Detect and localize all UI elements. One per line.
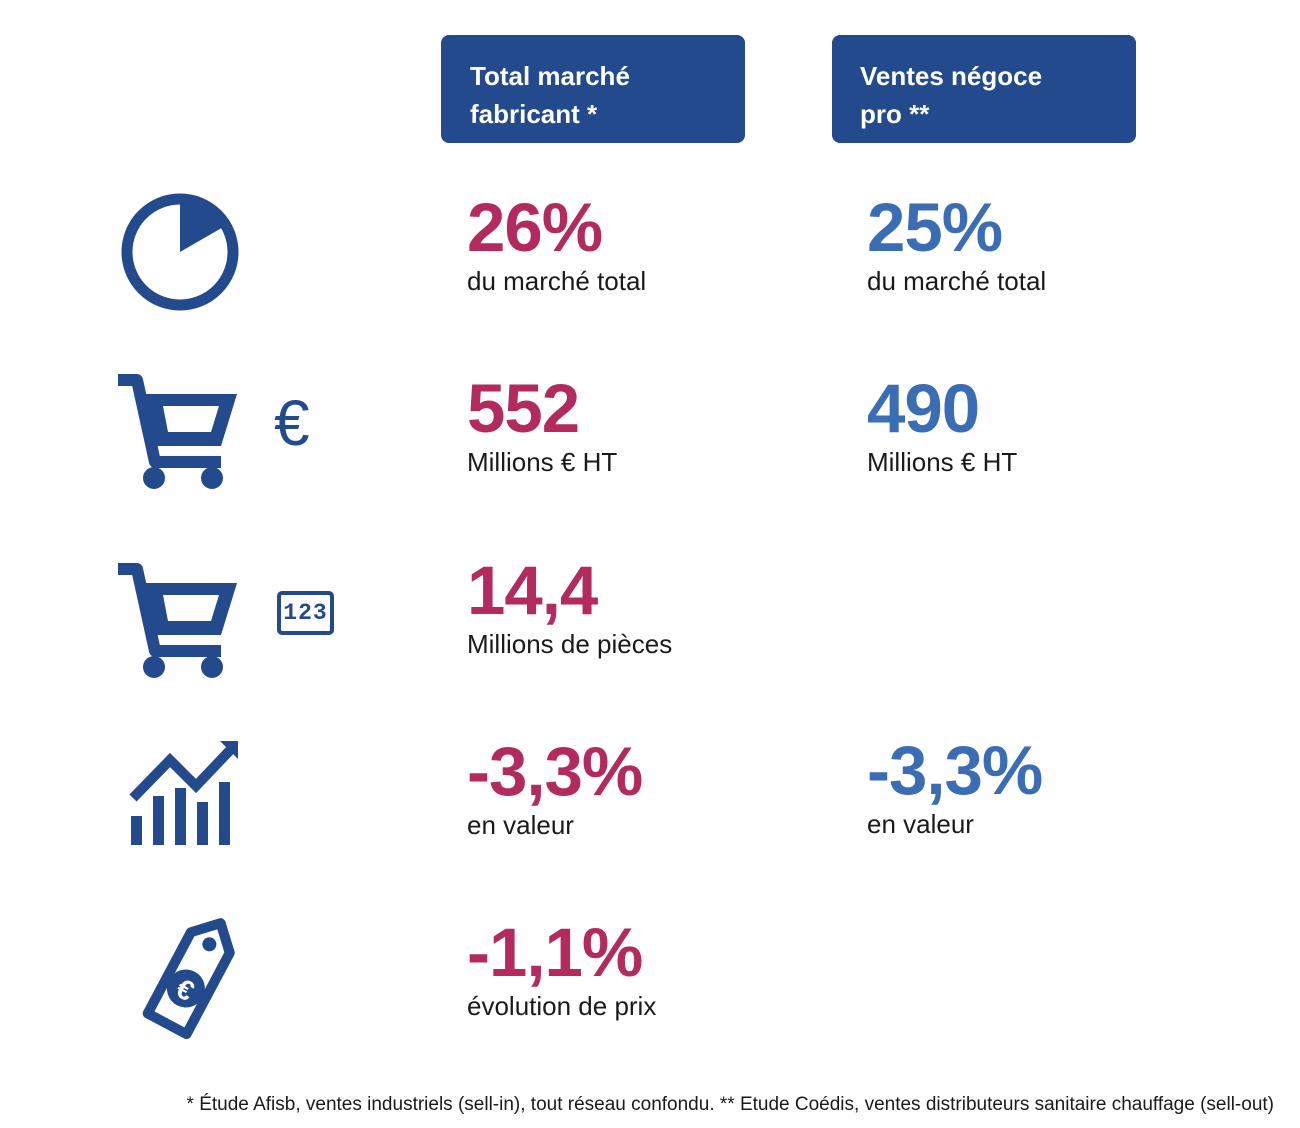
metric-value: 490	[867, 370, 980, 447]
header-line: fabricant *	[470, 99, 598, 129]
metric-label: Millions € HT	[867, 447, 1018, 477]
metric-ventes-valeur-negoce: 490 Millions € HT	[867, 374, 1017, 477]
header-line: Total marché	[470, 61, 630, 91]
metric-evolution-valeur-negoce: -3,3% en valeur	[867, 732, 1043, 839]
metric-ventes-valeur-fabricant: 552 Millions € HT	[467, 374, 617, 477]
euro-icon: €	[274, 387, 310, 459]
metric-evolution-valeur-fabricant: -3,3% en valeur	[467, 733, 643, 840]
metric-part-marche-negoce: 25% du marché total	[867, 193, 1046, 296]
metric-label: en valeur	[867, 809, 974, 839]
price-tag-euro-icon: €	[142, 918, 235, 1040]
metric-value: -3,3%	[867, 732, 1043, 809]
metric-value: -3,3%	[467, 733, 643, 810]
header-line: Ventes négoce	[860, 61, 1043, 91]
metric-label: Millions € HT	[467, 447, 618, 477]
metric-label: Millions de pièces	[467, 629, 673, 659]
metric-value: -1,1%	[467, 914, 643, 991]
metric-label: évolution de prix	[467, 991, 657, 1021]
counter-text: 123	[283, 600, 328, 626]
counter-icon: 123	[277, 591, 334, 635]
header-ventes-negoce-pro: Ventes négoce pro **	[832, 35, 1136, 143]
footnote: * Étude Afisb, ventes industriels (sell-…	[186, 1094, 1274, 1115]
metric-value: 26%	[467, 189, 603, 266]
cart-icon	[118, 563, 237, 678]
metric-part-marche-fabricant: 26% du marché total	[467, 193, 646, 296]
metric-label: du marché total	[867, 266, 1047, 296]
metric-evolution-prix-fabricant: -1,1% évolution de prix	[467, 918, 656, 1021]
metric-label: en valeur	[467, 810, 574, 840]
header-total-marche-fabricant: Total marché fabricant *	[441, 35, 745, 143]
metric-value: 552	[467, 370, 580, 447]
metric-volume-fabricant: 14,4 Millions de pièces	[467, 556, 672, 659]
metric-value: 14,4	[467, 552, 598, 629]
metric-value: 25%	[867, 189, 1003, 266]
header-line: pro **	[860, 99, 930, 129]
pie-chart-icon	[121, 193, 239, 311]
growth-chart-icon	[129, 741, 238, 845]
cart-icon	[118, 374, 237, 489]
metric-label: du marché total	[467, 266, 647, 296]
